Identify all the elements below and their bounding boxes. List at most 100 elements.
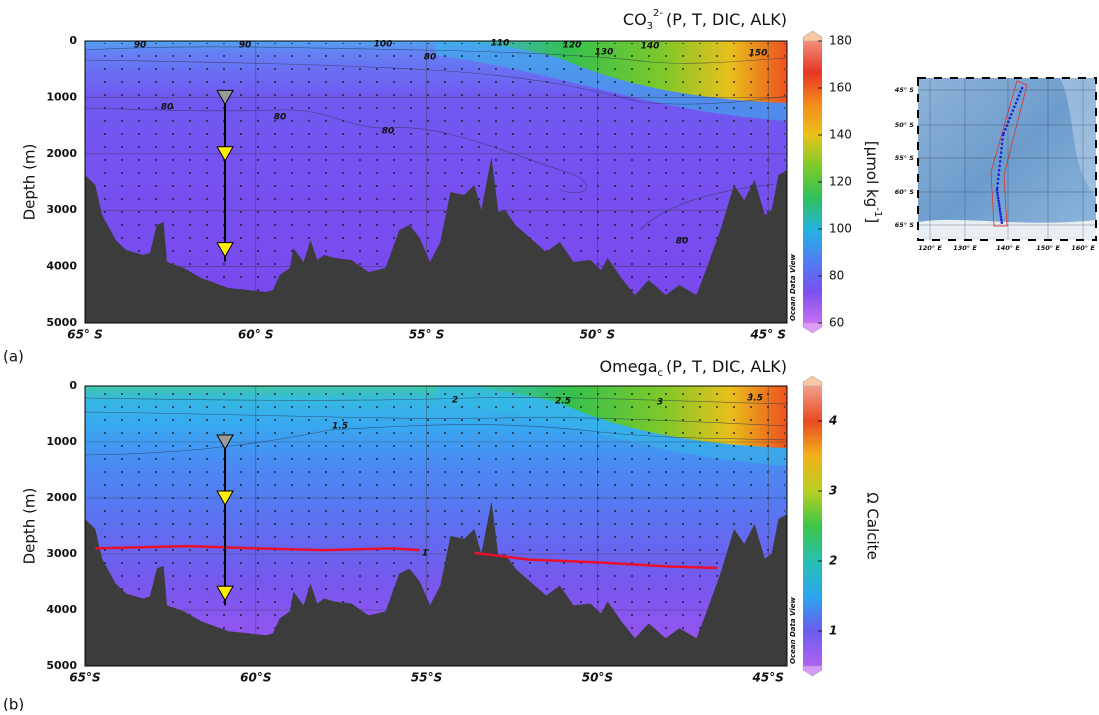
map-station: [1001, 143, 1004, 146]
colorbar-tick-label: 180: [829, 34, 852, 48]
colorbar: [803, 386, 822, 666]
x-tick-label: 50° S: [580, 328, 616, 342]
colorbar-label-rest: ]: [864, 217, 882, 223]
colorbar-tick-label: 120: [829, 175, 852, 189]
contour-label: 1.5: [332, 422, 348, 432]
map-lat-label: 50° S: [895, 121, 915, 129]
colorbar-tick-label: 160: [829, 81, 852, 95]
colorbar-tick-label: 60: [829, 316, 844, 330]
map-station: [997, 200, 1000, 203]
map-station: [1009, 117, 1012, 120]
y-tick-label: 3000: [46, 203, 77, 216]
y-tick-label: 1000: [46, 90, 77, 103]
contour-label: 90: [239, 41, 252, 51]
map-station: [997, 178, 1000, 181]
y-axis-label: Depth (m): [21, 488, 39, 565]
x-tick-label: 60° S: [238, 328, 274, 342]
contour-label: 80: [274, 113, 287, 123]
colorbar-tick-label: 4: [828, 414, 837, 428]
x-tick-label: 60°S: [240, 671, 271, 685]
map-station: [999, 213, 1002, 216]
map-station: [996, 182, 999, 185]
title-superscript: 2-: [653, 8, 663, 19]
map-station: [998, 169, 1001, 172]
contour-label: 3.5: [747, 394, 763, 404]
title-rest: (P, T, DIC, ALK): [666, 10, 787, 29]
panel-label: (a): [3, 348, 24, 366]
title-base: Omega: [600, 357, 658, 376]
y-tick-label: 2000: [46, 147, 77, 160]
map-lat-label: 60° S: [895, 188, 915, 196]
map-station: [999, 210, 1002, 213]
contour-label: 140: [641, 42, 660, 52]
contour-label: 80: [161, 103, 174, 113]
map-station: [999, 208, 1002, 211]
map-station: [1016, 98, 1019, 101]
contour-label: 80: [676, 237, 689, 247]
watermark: Ocean Data View: [789, 254, 797, 321]
y-tick-label: 1000: [46, 435, 77, 448]
map-station: [998, 165, 1001, 168]
colorbar-extend-low: [803, 323, 822, 333]
colorbar-tick-label: 3: [829, 484, 837, 498]
map-lon-label: 120° E: [918, 244, 942, 252]
map-station: [1000, 147, 1003, 150]
contour-label: 130: [595, 48, 614, 58]
map-station: [998, 205, 1001, 208]
contour-label: 120: [563, 41, 582, 51]
colorbar-extend-high: [803, 376, 822, 386]
map-station: [1001, 138, 1004, 141]
map-lat-label: 65° S: [895, 221, 915, 229]
colorbar-tick-label: 80: [829, 269, 844, 283]
map-station: [1004, 128, 1007, 131]
colorbar-tick-label: 140: [829, 128, 852, 142]
map-station: [1019, 90, 1022, 93]
y-tick-label: 2000: [46, 491, 77, 504]
contour-label: 80: [424, 53, 437, 63]
contour-label: 3: [657, 398, 663, 408]
colorbar-tick-label: 2: [829, 554, 837, 568]
map-station: [1013, 106, 1016, 109]
contour-label: 2.5: [555, 397, 571, 407]
panel: 01000200030004000500065° S60° S55° S50° …: [3, 8, 883, 366]
map-station: [1007, 121, 1010, 124]
colorbar-tick-label: 1: [829, 624, 837, 638]
map-lon-label: 140° E: [996, 244, 1020, 252]
map-station: [1000, 216, 1003, 219]
map-station: [998, 202, 1001, 205]
map-station: [1006, 124, 1009, 127]
x-tick-label: 65° S: [67, 328, 103, 342]
chart-title: Omegac(P, T, DIC, ALK): [600, 357, 787, 380]
y-tick-label: 4000: [46, 603, 77, 616]
x-tick-label: 45°S: [752, 671, 784, 685]
colorbar-label-base: [µmol kg: [864, 141, 882, 207]
y-axis-label: Depth (m): [21, 144, 39, 221]
figure: 45° S50° S55° S60° S65° S120° E130° E140…: [0, 0, 1099, 711]
map-station: [1021, 87, 1024, 90]
plot-area: [85, 386, 787, 668]
title-rest: (P, T, DIC, ALK): [666, 357, 787, 376]
map-station: [996, 191, 999, 194]
x-tick-label: 65°S: [69, 671, 100, 685]
plot-area: [85, 41, 787, 325]
map-station: [997, 194, 1000, 197]
map-station: [997, 197, 1000, 200]
map-lon-label: 160° E: [1071, 244, 1095, 252]
contour-label: 80: [382, 127, 395, 137]
y-tick-label: 4000: [46, 260, 77, 273]
map-station: [1010, 113, 1013, 116]
map-lat-label: 55° S: [895, 154, 915, 162]
x-tick-label: 50°S: [582, 671, 613, 685]
map-lon-label: 150° E: [1036, 244, 1060, 252]
colorbar-tick-label: 100: [829, 222, 852, 236]
map-station: [1000, 219, 1003, 222]
contour-label: 150: [749, 49, 768, 59]
map-station: [1012, 109, 1015, 112]
watermark: Ocean Data View: [789, 597, 797, 664]
colorbar-extend-high: [803, 31, 822, 41]
x-tick-label: 55° S: [409, 328, 445, 342]
contour-label: 90: [134, 41, 147, 51]
map-station: [1002, 134, 1005, 137]
map-station: [1001, 221, 1004, 224]
